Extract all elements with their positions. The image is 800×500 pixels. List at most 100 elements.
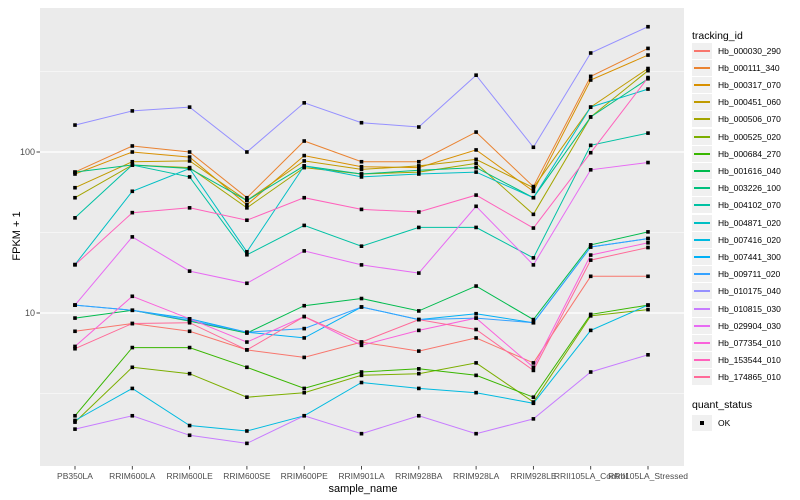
legend-key-line <box>694 49 710 52</box>
legend-item: Hb_153544_010 <box>692 352 781 369</box>
legend-key <box>692 283 712 300</box>
legend-key <box>692 162 712 179</box>
series-points-Hb_010175_040 <box>73 24 650 154</box>
series-points-Hb_029904_030 <box>73 160 650 307</box>
legend-key <box>692 197 712 214</box>
legend-key <box>692 248 712 265</box>
x-axis-title: sample_name <box>328 483 398 495</box>
x-tick-label: RRIM928BA <box>395 471 443 481</box>
legend-item-label: Hb_174865_010 <box>718 372 781 383</box>
legend-item: Hb_174865_010 <box>692 369 781 386</box>
legend-item-label: Hb_000030_290 <box>718 45 781 56</box>
legend-item-quant: OK <box>692 414 730 431</box>
legend-key <box>692 59 712 76</box>
legend-item: Hb_001616_040 <box>692 162 781 179</box>
legend-item-label: OK <box>718 417 731 428</box>
legend-key <box>692 300 712 317</box>
legend-key-line <box>694 273 710 276</box>
legend-key-line <box>694 101 710 104</box>
legend-title-tracking-id: tracking_id <box>692 30 743 42</box>
series-points-Hb_004102_070 <box>73 131 650 260</box>
legend-key-line <box>694 307 710 310</box>
legend-item: Hb_009711_020 <box>692 266 780 283</box>
legend-item: Hb_010175_040 <box>692 283 781 300</box>
x-tick-label: RRIM600LA <box>109 471 156 481</box>
legend-item-label: Hb_004871_020 <box>718 217 781 228</box>
legend-item: Hb_003226_100 <box>692 180 781 197</box>
legend-item-label: Hb_000684_270 <box>718 148 781 159</box>
x-tick-label: RRIM600PE <box>280 471 328 481</box>
legend-key <box>692 145 712 162</box>
legend-key <box>692 369 712 386</box>
legend-item: Hb_007441_300 <box>692 248 781 265</box>
x-tick-label: RRII105LA_Control <box>553 471 628 481</box>
legend-key <box>692 128 712 145</box>
legend-key <box>692 352 712 369</box>
legend-key <box>692 214 712 231</box>
x-tick-label: RRIM901LA <box>338 471 385 481</box>
legend-key <box>692 334 712 351</box>
legend-item-label: Hb_077354_010 <box>718 337 781 348</box>
filled-square-marker-icon <box>700 420 704 425</box>
legend-item-label: Hb_000525_020 <box>718 131 781 142</box>
legend-key-line <box>694 238 710 241</box>
legend-key <box>692 111 712 128</box>
x-tick-label: RRIM600LE <box>166 471 213 481</box>
legend: tracking_id Hb_000030_290 Hb_000111_340 Hb… <box>690 0 800 500</box>
legend-key-line <box>694 169 710 172</box>
y-tick-label: 100 <box>19 147 35 157</box>
legend-item: Hb_000525_020 <box>692 128 781 145</box>
legend-item: Hb_010815_030 <box>692 300 781 317</box>
x-tick-label: PB350LA <box>57 471 93 481</box>
legend-key-line <box>694 359 710 362</box>
legend-key <box>692 414 712 431</box>
legend-key-line <box>694 135 710 138</box>
series-points-Hb_174865_010 <box>73 245 650 373</box>
legend-item: Hb_077354_010 <box>692 334 781 351</box>
legend-title-quant-status: quant_status <box>692 399 753 411</box>
legend-item: Hb_000684_270 <box>692 145 781 162</box>
legend-key-line <box>694 290 710 293</box>
legend-key-line <box>694 376 710 379</box>
legend-key <box>692 42 712 59</box>
legend-item-label: Hb_003226_100 <box>718 183 781 194</box>
legend-item: Hb_004871_020 <box>692 214 781 231</box>
legend-item-label: Hb_000111_340 <box>718 62 780 73</box>
legend-key <box>692 94 712 111</box>
legend-item-label: Hb_001616_040 <box>718 165 781 176</box>
axis-tick-marks <box>36 151 649 470</box>
y-tick-label: 10 <box>24 308 35 318</box>
series-points-Hb_153544_010 <box>73 75 650 267</box>
legend-key-line <box>694 324 710 327</box>
series-points-Hb_077354_010 <box>73 240 650 370</box>
legend-item: Hb_000111_340 <box>692 59 780 76</box>
x-tick-label: RRIM928LA <box>452 471 500 481</box>
legend-item: Hb_007416_020 <box>692 231 781 248</box>
legend-item: Hb_000506_070 <box>692 111 781 128</box>
legend-item: Hb_000451_060 <box>692 94 781 111</box>
legend-item: Hb_000030_290 <box>692 42 781 59</box>
legend-item-label: Hb_153544_010 <box>718 355 781 366</box>
legend-item-label: Hb_007441_300 <box>718 251 781 262</box>
legend-item-label: Hb_000317_070 <box>718 79 781 90</box>
legend-key-line <box>694 118 710 121</box>
y-axis-title: FPKM + 1 <box>11 211 23 261</box>
legend-key-line <box>694 152 710 155</box>
legend-item-label: Hb_004102_070 <box>718 200 781 211</box>
series-points <box>73 24 650 446</box>
legend-key-line <box>694 204 710 207</box>
x-tick-label: RRIM928LE <box>510 471 557 481</box>
plot-panel <box>40 8 684 466</box>
legend-item: Hb_000317_070 <box>692 76 781 93</box>
legend-item-label: Hb_029904_030 <box>718 320 781 331</box>
x-tick-label: RRII105LA_Stressed <box>608 471 688 481</box>
legend-key <box>692 317 712 334</box>
legend-item-label: Hb_009711_020 <box>718 269 781 280</box>
legend-key-line <box>694 341 710 344</box>
x-tick-label: RRIM600SE <box>223 471 271 481</box>
series-points-Hb_010815_030 <box>73 353 650 446</box>
legend-key-line <box>694 66 710 69</box>
legend-key-line <box>694 221 710 224</box>
